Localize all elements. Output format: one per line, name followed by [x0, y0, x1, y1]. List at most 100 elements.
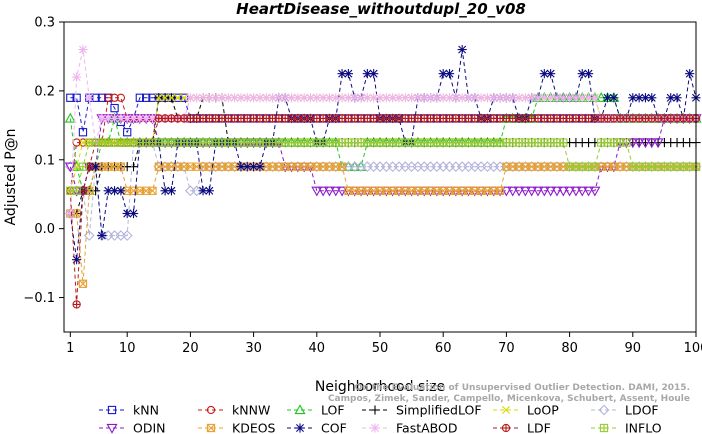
data-point-odin	[317, 186, 329, 197]
x-tick-label: 60	[435, 341, 452, 356]
legend-marker-knnw	[206, 405, 216, 415]
data-point-fastabod	[78, 44, 88, 55]
data-point-fastabod	[375, 93, 385, 103]
data-point-kdeos	[85, 186, 94, 195]
legend-item-loop: LoOP	[493, 403, 559, 418]
data-point-odin	[570, 186, 582, 197]
data-point-odin	[507, 186, 519, 197]
legend-marker-odin	[106, 423, 118, 434]
x-tick-label: 10	[119, 341, 136, 356]
data-point-fastabod	[558, 93, 568, 103]
data-point-fastabod	[97, 113, 107, 124]
legend-marker-knn	[107, 405, 117, 415]
data-point-odin	[519, 186, 531, 197]
data-point-odin	[633, 138, 645, 149]
legend-item-ldf: LDF	[493, 421, 551, 434]
data-point-knnw	[110, 93, 119, 102]
x-tick-label: 90	[625, 341, 642, 356]
legend-label-lof: LOF	[321, 403, 345, 418]
data-point-odin	[538, 186, 550, 197]
data-point-cof	[72, 255, 82, 265]
data-point-kdeos	[148, 186, 157, 195]
data-point-fastabod	[451, 93, 461, 103]
legend-item-knnw: kNNW	[198, 403, 270, 418]
series-line-cof	[69, 49, 697, 260]
data-point-kdeos	[78, 279, 88, 288]
watermark-authors: Campos, Zimek, Sander, Campello, Micenko…	[328, 394, 690, 404]
data-point-fastabod	[369, 93, 379, 103]
series-line-odin	[69, 117, 696, 192]
data-point-loop	[180, 93, 189, 102]
data-point-cof	[369, 69, 379, 79]
legend-label-kdeos: KDEOS	[232, 421, 276, 434]
data-point-cof	[672, 93, 682, 103]
legend-label-cof: COF	[321, 421, 347, 434]
data-point-knn	[123, 128, 132, 137]
x-tick-label: 70	[498, 341, 515, 356]
data-point-knn	[142, 93, 151, 102]
data-point-cof	[166, 186, 177, 196]
data-point-cof	[116, 186, 126, 196]
legend-marker-lof	[294, 404, 306, 415]
y-tick-label: 0.0	[34, 222, 55, 237]
data-point-fastabod	[72, 72, 82, 82]
y-axis-label: Adjusted P@n	[3, 128, 19, 225]
data-point-cof	[204, 186, 214, 196]
legend-marker-cof	[295, 423, 305, 433]
legend-label-ldof: LDOF	[625, 403, 659, 418]
data-point-knnw	[104, 93, 113, 102]
series-inflo	[66, 138, 701, 195]
y-tick-label: 0.2	[34, 84, 55, 99]
data-point-fastabod	[457, 93, 467, 103]
data-point-fastabod	[109, 113, 120, 124]
data-point-fastabod	[305, 93, 316, 103]
legend-label-inflo: INFLO	[625, 421, 662, 434]
watermark-citation: On the Evaluation of Unsupervised Outlie…	[355, 383, 690, 393]
data-point-fastabod	[350, 93, 360, 103]
data-point-cof	[97, 230, 107, 241]
data-point-odin	[311, 186, 323, 197]
chart-title: HeartDisease_withoutdupl_20_v08	[236, 0, 526, 18]
data-point-fastabod	[463, 93, 474, 103]
plot-frame	[63, 21, 697, 333]
data-point-odin	[64, 162, 76, 173]
legend-label-simplifiedlof: SimplifiedLOF	[396, 403, 482, 418]
data-point-cof	[122, 208, 132, 219]
data-point-inflo	[78, 162, 88, 171]
data-point-cof	[539, 69, 549, 79]
data-point-fastabod	[286, 93, 297, 103]
data-point-odin	[646, 138, 658, 149]
legend-marker-kdeos	[206, 423, 216, 433]
data-point-simplifiedlof	[128, 162, 139, 172]
data-point-kdeos	[116, 162, 126, 171]
legend-marker-fastabod	[370, 423, 380, 433]
data-point-fastabod	[571, 93, 581, 103]
data-point-cof	[457, 44, 467, 55]
legend-item-lof: LOF	[287, 403, 345, 418]
data-point-odin	[513, 186, 525, 197]
legend-marker-ldof	[598, 404, 610, 416]
data-point-loop	[173, 93, 182, 102]
legend-item-knn: kNN	[99, 403, 159, 418]
data-point-lof	[355, 160, 367, 171]
data-point-knn	[135, 93, 144, 102]
data-point-lof	[64, 112, 76, 123]
data-point-odin	[532, 186, 544, 197]
data-point-knn	[78, 128, 88, 137]
data-point-odin	[576, 186, 588, 197]
legend-label-knn: kNN	[133, 403, 159, 418]
data-point-fastabod	[318, 93, 328, 103]
data-point-odin	[557, 186, 569, 197]
legend-item-odin: ODIN	[99, 421, 166, 434]
legend-item-inflo: INFLO	[591, 421, 662, 434]
legend-item-fastabod: FastABOD	[362, 421, 458, 434]
data-point-fastabod	[577, 93, 587, 103]
data-point-fastabod	[546, 93, 556, 103]
data-point-cof	[647, 93, 657, 103]
data-point-knn	[97, 93, 107, 102]
data-point-cof	[255, 162, 265, 172]
data-point-inflo	[72, 186, 81, 195]
x-tick-label: 20	[182, 341, 199, 356]
data-point-odin	[583, 186, 595, 197]
data-point-cof	[343, 69, 353, 79]
